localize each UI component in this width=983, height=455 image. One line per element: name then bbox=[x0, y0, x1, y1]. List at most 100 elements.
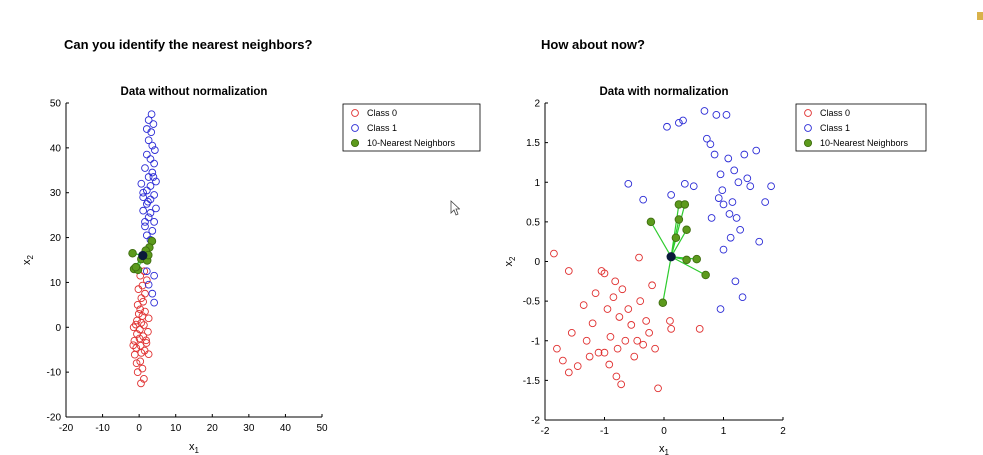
class0-point bbox=[136, 357, 145, 366]
class0-point bbox=[140, 321, 148, 329]
class1-point bbox=[746, 182, 755, 191]
class1-point bbox=[732, 214, 741, 222]
class0-point bbox=[618, 285, 627, 294]
class0-point bbox=[633, 336, 642, 345]
class0-point bbox=[695, 325, 704, 333]
class0-point bbox=[635, 253, 643, 262]
class0-point bbox=[130, 336, 139, 345]
legend: Class 0 Class 1 10-Nearest Neighbors bbox=[342, 103, 481, 152]
class0-point bbox=[133, 368, 142, 376]
class1-point bbox=[740, 150, 749, 159]
class1-point bbox=[722, 111, 731, 119]
neighbor-link bbox=[670, 256, 706, 276]
class1-point bbox=[719, 245, 728, 254]
class0-point bbox=[553, 344, 561, 353]
y-axis-label: x2 bbox=[503, 256, 517, 267]
class1-point bbox=[716, 305, 725, 313]
class1-point bbox=[731, 277, 740, 286]
x-tick-label: 0 bbox=[661, 426, 667, 437]
class0-point bbox=[627, 321, 636, 329]
class1-point bbox=[624, 179, 633, 188]
class0-point bbox=[129, 323, 138, 332]
y-tick-label: 10 bbox=[50, 278, 62, 289]
legend-box bbox=[795, 103, 927, 152]
class1-point bbox=[139, 193, 148, 202]
class1-point bbox=[761, 198, 770, 206]
chart-title: Data without normalization bbox=[121, 86, 268, 98]
y-tick-label: 0.5 bbox=[526, 217, 540, 228]
left-heading: Can you identify the nearest neighbors? bbox=[64, 37, 313, 52]
class1-point bbox=[139, 206, 148, 215]
x-axis-label: x1 bbox=[659, 443, 670, 455]
y-tick-label: 1 bbox=[534, 178, 540, 189]
class1-point bbox=[141, 164, 149, 172]
class0-point bbox=[594, 348, 603, 357]
class1-point bbox=[142, 231, 151, 240]
class0-point bbox=[138, 281, 147, 290]
class1-point bbox=[146, 155, 155, 163]
class1-point bbox=[710, 150, 719, 159]
class1-point bbox=[144, 173, 153, 181]
x-tick-label: 0 bbox=[136, 423, 142, 434]
class0-point bbox=[141, 307, 149, 316]
x-axis-label: x1 bbox=[189, 441, 200, 455]
legend-neighbor-marker bbox=[350, 138, 360, 148]
class1-point bbox=[141, 218, 149, 226]
class1-point bbox=[144, 116, 153, 124]
legend-class-marker bbox=[351, 124, 359, 132]
neighbor-point bbox=[674, 215, 684, 224]
class1-point bbox=[667, 191, 675, 199]
class1-point bbox=[149, 173, 158, 181]
chart-0: -20 -10 0 10 20 30 40 50 -20 -10 0 10 20 30 40 50 Data w… bbox=[21, 86, 481, 455]
class1-point bbox=[718, 186, 727, 195]
y-tick-label: 0 bbox=[55, 323, 61, 334]
neighbor-point bbox=[658, 298, 668, 307]
neighbor-point bbox=[682, 255, 691, 265]
class1-point bbox=[144, 280, 153, 289]
legend-class-marker bbox=[804, 109, 812, 117]
class1-point bbox=[700, 107, 709, 115]
class0-point bbox=[550, 249, 558, 258]
class1-point bbox=[738, 293, 747, 302]
class0-point bbox=[588, 319, 597, 328]
class0-point bbox=[603, 305, 612, 313]
class0-point bbox=[138, 364, 147, 373]
class0-point bbox=[667, 325, 675, 333]
class0-point bbox=[579, 301, 588, 309]
class0-point bbox=[606, 332, 615, 341]
class0-point bbox=[144, 350, 153, 359]
class1-point bbox=[148, 226, 157, 235]
legend-class-marker bbox=[351, 109, 359, 117]
class0-point bbox=[648, 281, 656, 290]
neighbor-point bbox=[692, 254, 701, 264]
class1-point bbox=[702, 134, 711, 143]
legend-box bbox=[342, 103, 481, 152]
chart-1: -2 -1 0 1 2 -2 -1.5 -1 -0.5 0 0.5 1 1.5 2 Data with no… bbox=[503, 86, 927, 455]
class0-point bbox=[645, 328, 653, 337]
x-tick-label: 50 bbox=[316, 423, 328, 434]
class1-point bbox=[736, 225, 745, 234]
class1-point bbox=[141, 222, 149, 231]
legend-label: 10-Nearest Neighbors bbox=[820, 138, 909, 148]
class0-point bbox=[144, 327, 152, 336]
class0-point bbox=[636, 297, 645, 305]
class0-point bbox=[600, 348, 609, 357]
class0-point bbox=[130, 350, 139, 359]
class1-point bbox=[743, 174, 752, 183]
x-tick-label: 10 bbox=[170, 423, 182, 434]
y-tick-label: 0 bbox=[534, 257, 540, 268]
class1-point bbox=[679, 116, 687, 125]
neighbor-point bbox=[680, 200, 690, 209]
class1-point bbox=[152, 177, 160, 186]
class0-point bbox=[651, 344, 659, 353]
x-tick-label: 1 bbox=[721, 426, 727, 437]
legend: Class 0 Class 1 10-Nearest Neighbors bbox=[795, 103, 927, 152]
neighbor-point bbox=[682, 225, 691, 235]
class0-point bbox=[615, 313, 624, 321]
class1-point bbox=[150, 298, 158, 307]
neighbor-point bbox=[128, 249, 137, 258]
x-tick-label: 40 bbox=[280, 423, 292, 434]
class1-point bbox=[639, 195, 648, 204]
class1-point bbox=[755, 237, 764, 246]
legend-class-marker bbox=[804, 124, 812, 132]
